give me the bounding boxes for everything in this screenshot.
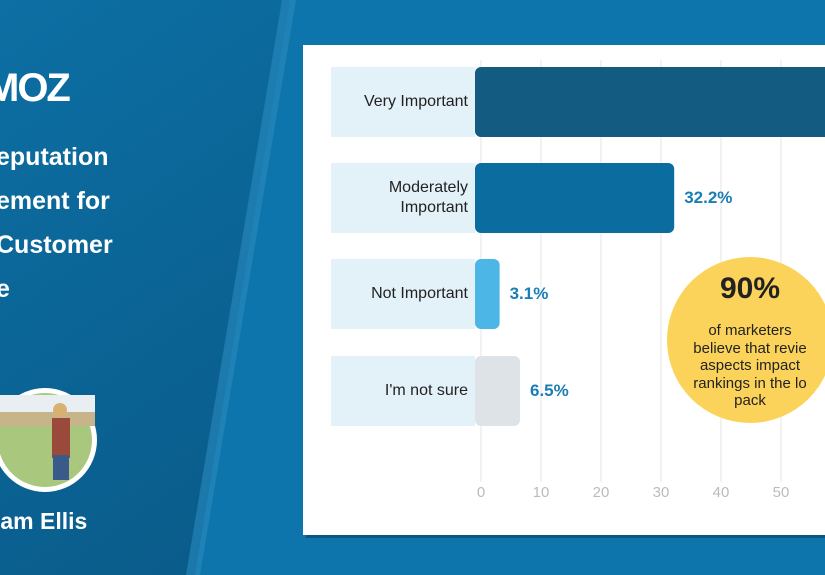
category-band [331, 259, 475, 329]
bar [475, 163, 675, 233]
callout-line: of marketers [708, 322, 792, 339]
title-line: eputation [0, 143, 109, 171]
x-tick-label: 10 [532, 484, 550, 501]
author-photo [0, 388, 97, 492]
callout-line: believe that revie [693, 339, 807, 357]
title-line: e [0, 275, 10, 303]
x-tick-label: 40 [712, 484, 730, 501]
callout-line: rankings in the lo [693, 374, 807, 392]
value-label: 32.2% [684, 188, 733, 207]
callout-figure: 90% [719, 272, 781, 305]
category-label: Not Important [371, 285, 468, 302]
category-band [331, 356, 475, 426]
bar [475, 259, 500, 329]
x-tick-label: 50 [772, 484, 790, 501]
title-line: Customer [0, 231, 113, 259]
category-band [331, 163, 475, 233]
category-label: Moderately Important [388, 179, 468, 216]
value-label: 6.5% [530, 381, 569, 400]
category-label: I'm not sure [384, 382, 468, 399]
x-tick-label: 30 [652, 484, 670, 501]
author-name: iam Ellis [0, 508, 88, 534]
category-band [331, 67, 475, 137]
logo: MOZ [0, 66, 71, 110]
callout-line: aspects impact [699, 357, 801, 374]
x-tick-label: 20 [592, 484, 610, 501]
title-line: ement for [0, 187, 110, 215]
x-tick-label: 0 [476, 484, 486, 501]
callout-circle [667, 257, 825, 423]
callout-line: pack [734, 392, 766, 409]
category-label: Very Important [363, 93, 468, 110]
bar [475, 67, 825, 137]
bar [475, 356, 520, 426]
value-label: 3.1% [509, 284, 549, 303]
